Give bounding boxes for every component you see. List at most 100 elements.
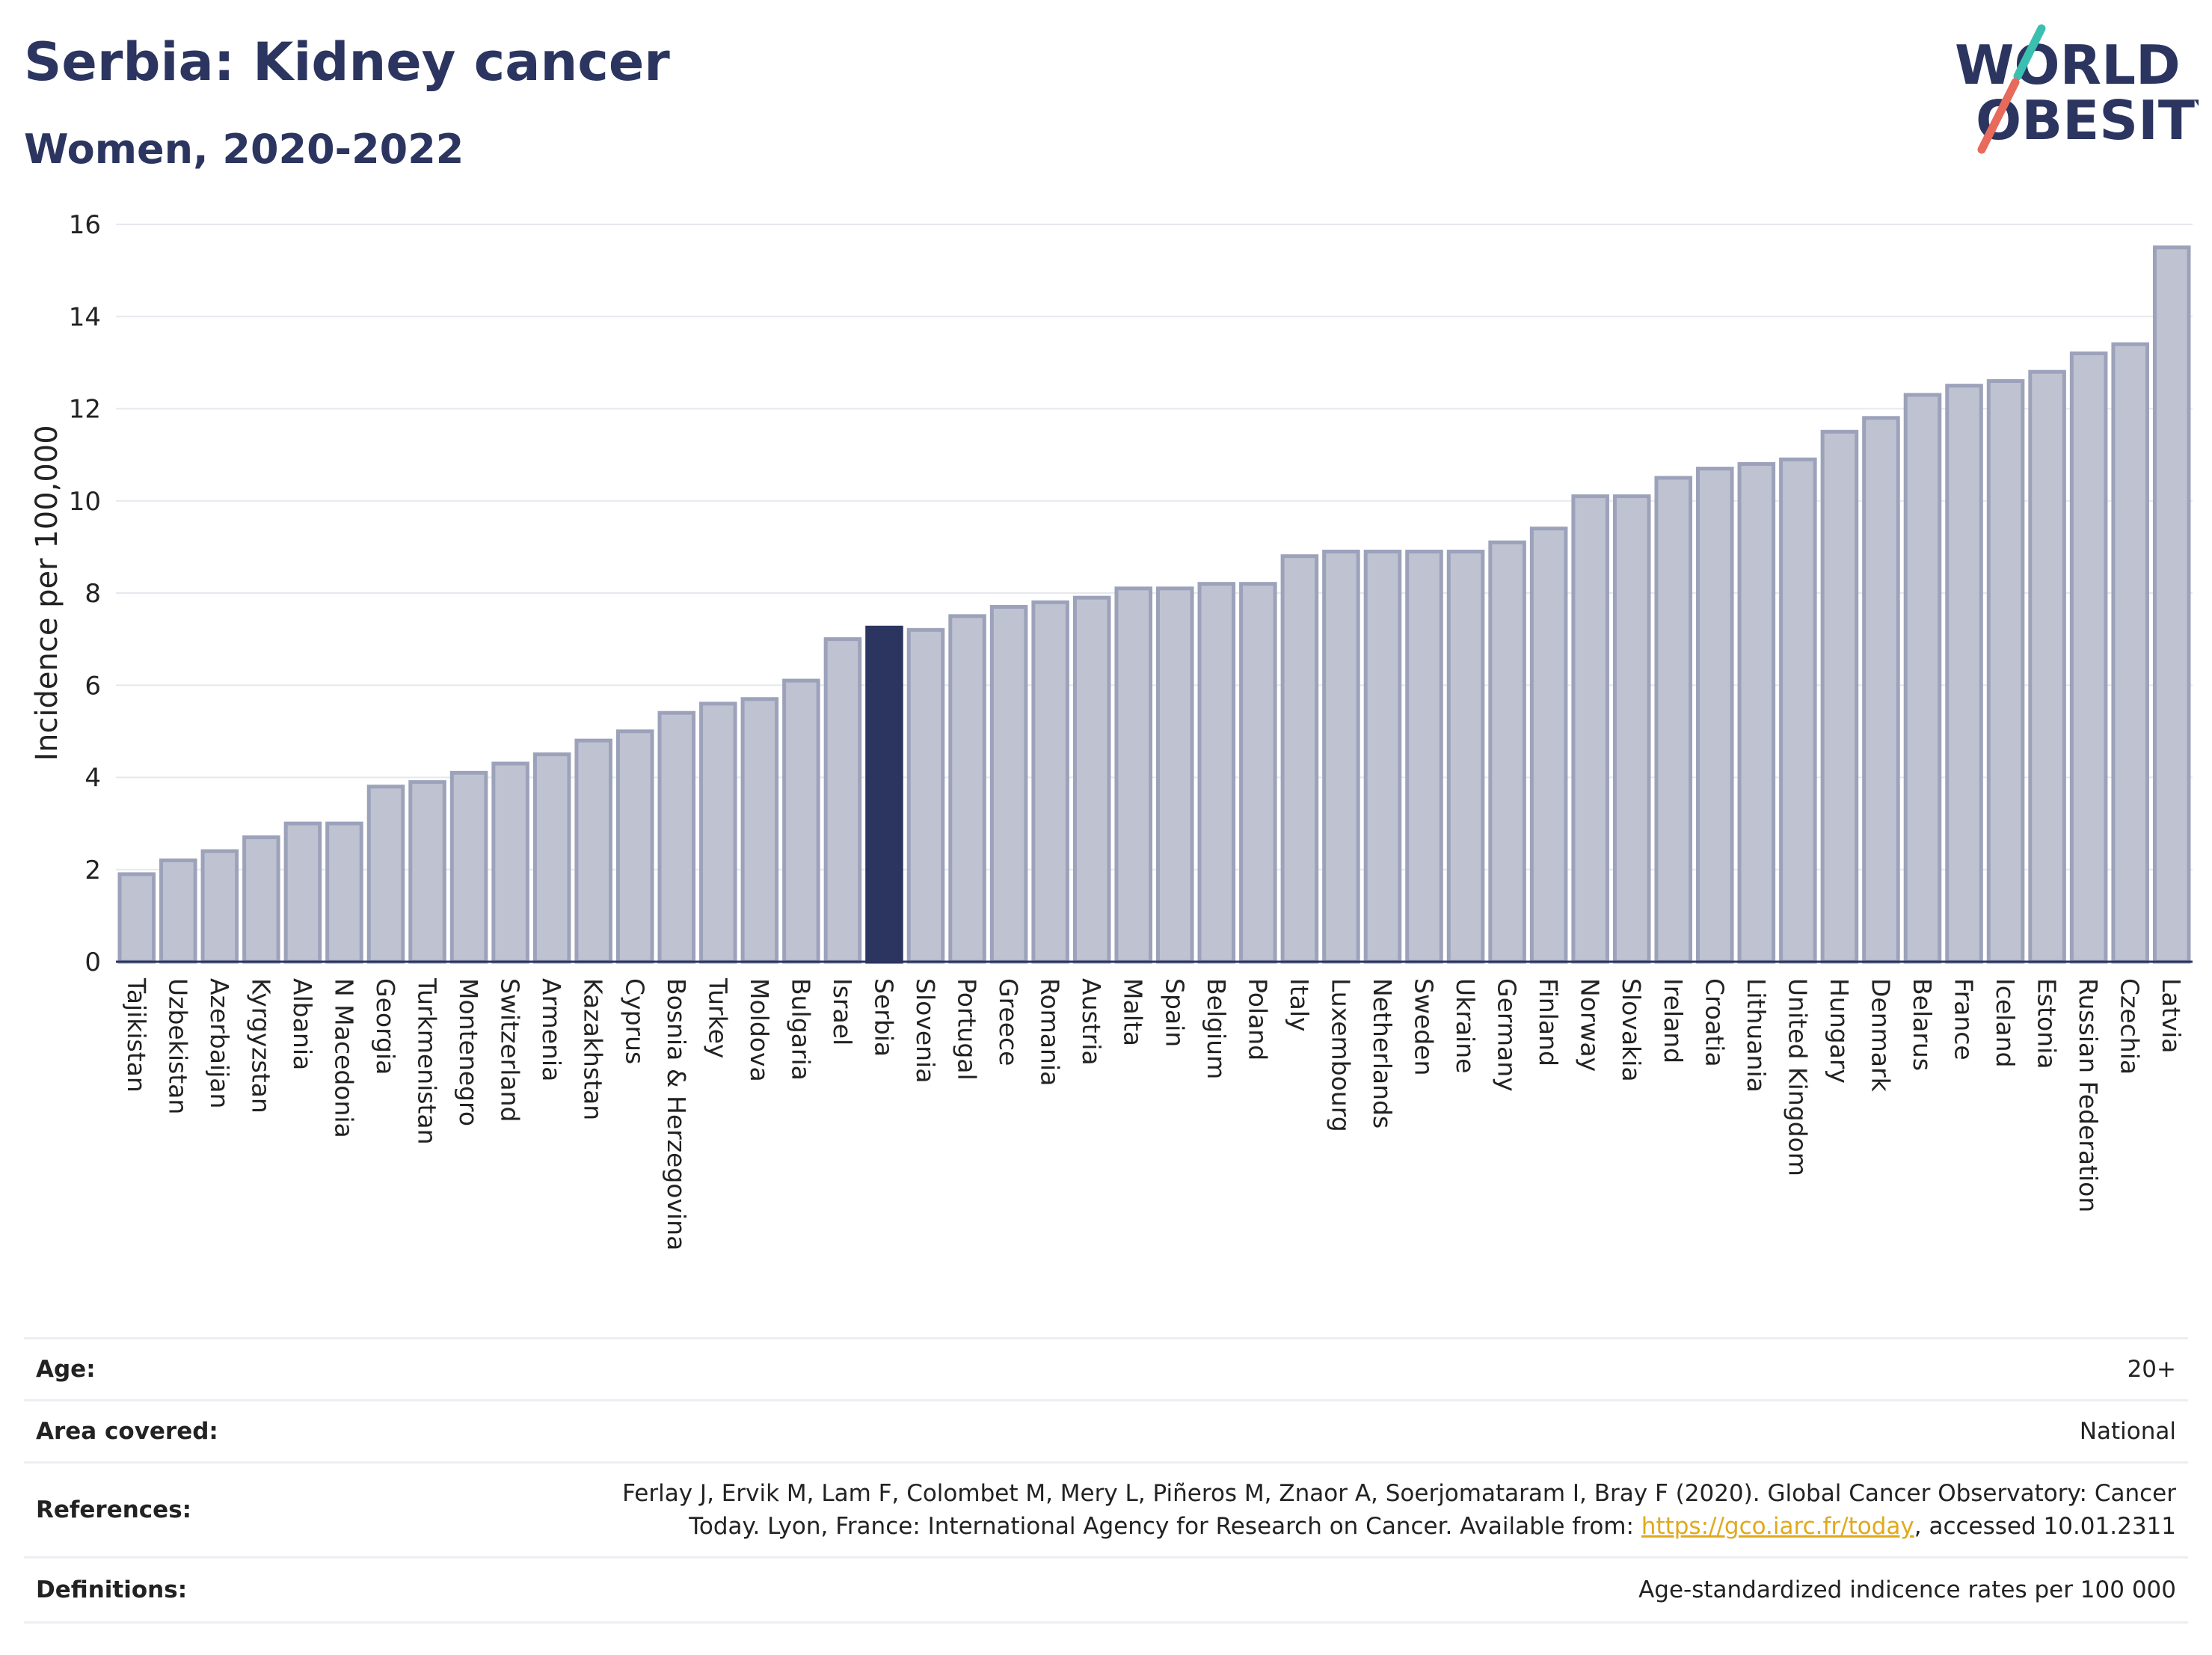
bar [1031, 600, 1069, 964]
meta-row-definitions: Definitions: Age-standardized indicence … [24, 1556, 2188, 1624]
references-text-line2: Today. Lyon, France: International Agenc… [689, 1513, 1641, 1540]
bar [1197, 582, 1236, 964]
x-tick-label: Turkmenistan [413, 977, 442, 1145]
bar [366, 784, 405, 964]
y-tick-label: 12 [69, 395, 101, 425]
bar [159, 858, 197, 964]
references-link[interactable]: https://gco.iarc.fr/today [1641, 1513, 1914, 1540]
x-tick-label: Slovakia [1617, 978, 1646, 1082]
bar [1986, 379, 2025, 964]
x-tick-label: Denmark [1866, 978, 1895, 1093]
bar [699, 701, 737, 964]
bar [823, 637, 862, 964]
meta-definitions-value: Age-standardized indicence rates per 100… [497, 1556, 2188, 1624]
x-tick-label: Lithuania [1742, 978, 1771, 1093]
x-tick-label: Kyrgyzstan [246, 978, 275, 1114]
y-tick-label: 4 [85, 764, 101, 793]
x-tick-label: Ireland [1659, 978, 1688, 1063]
bar [2111, 342, 2149, 964]
x-tick-label: Iceland [1991, 978, 2020, 1067]
bar [1405, 550, 1443, 964]
page-title: Serbia: Kidney cancer [24, 31, 670, 93]
bar [657, 710, 696, 964]
bar [2028, 369, 2066, 964]
bar [1488, 540, 1526, 964]
x-tick-label: Armenia [537, 978, 566, 1081]
bar [1114, 586, 1153, 964]
bar [408, 780, 446, 964]
meta-references-label: References: [24, 1461, 497, 1558]
bar [1322, 550, 1360, 964]
bar-chart: 0 2 4 6 8 10 12 14 16 Tajikistan Uzbekistan Azerba… [30, 210, 2193, 1250]
y-tick-label: 0 [85, 948, 101, 977]
logo-slash-top [2013, 24, 2046, 81]
logo-text-obesity: OBESITY [1976, 89, 2199, 152]
x-tick-label: Germany [1493, 978, 1522, 1092]
meta-age-label: Age: [24, 1337, 497, 1401]
x-tick-label: Cyprus [620, 978, 649, 1064]
meta-area-value: National [497, 1399, 2188, 1463]
y-axis-label: Incidence per 100,000 [30, 425, 64, 761]
y-tick-label: 10 [69, 487, 101, 517]
bar [1363, 550, 1402, 964]
x-tick-label: Belgium [1202, 978, 1231, 1079]
y-tick-label: 6 [85, 671, 101, 701]
x-tick-label: Romania [1036, 978, 1065, 1086]
x-tick-label: United Kingdom [1783, 978, 1812, 1176]
bar [1239, 582, 1277, 964]
bar [740, 697, 779, 964]
bar [532, 752, 571, 964]
bar [2152, 245, 2191, 964]
bar [1737, 461, 1776, 964]
bar [1072, 595, 1111, 964]
x-tick-label: Belarus [1908, 978, 1937, 1071]
x-tick-label: Switzerland [496, 978, 525, 1123]
world-obesity-logo: WORLD OBESITY [1955, 24, 2199, 154]
y-tick-label: 16 [69, 210, 101, 240]
bar [242, 835, 280, 964]
bar [1779, 457, 1817, 964]
bar [782, 678, 820, 964]
meta-age-value: 20+ [497, 1337, 2188, 1401]
x-tick-label: Austria [1077, 978, 1106, 1066]
x-tick-label: Luxembourg [1326, 978, 1355, 1132]
bar [491, 761, 529, 964]
x-tick-label: Slovenia [911, 978, 940, 1083]
x-tick-label: Hungary [1825, 978, 1854, 1084]
x-tick-label: Croatia [1700, 978, 1729, 1067]
references-text-line1: Ferlay J, Ervik M, Lam F, Colombet M, Me… [622, 1480, 2176, 1507]
x-tick-label: Poland [1243, 978, 1272, 1060]
meta-references-value: Ferlay J, Ervik M, Lam F, Colombet M, Me… [497, 1461, 2188, 1558]
references-accessed: , accessed 10.01.2311 [1914, 1513, 2176, 1540]
x-tick-label: Czechia [2116, 978, 2145, 1075]
x-tick-label: N Macedonia [329, 978, 358, 1138]
x-tick-label: Kazakhstan [579, 978, 608, 1120]
x-tick-label: Montenegro [454, 978, 483, 1126]
x-tick-label: France [1950, 978, 1979, 1060]
x-tick-label: Georgia [371, 978, 400, 1075]
bar [1529, 526, 1568, 964]
bar [325, 821, 363, 964]
x-tick-label: Russian Federation [2074, 978, 2103, 1212]
x-tick-label: Ukraine [1451, 978, 1480, 1073]
x-tick-label: Sweden [1410, 978, 1439, 1075]
x-tick-label: Serbia [869, 978, 898, 1057]
meta-row-references: References: Ferlay J, Ervik M, Lam F, Co… [24, 1461, 2188, 1558]
bar [1571, 494, 1609, 964]
bar [2069, 351, 2108, 964]
x-tick-label: Latvia [2157, 978, 2186, 1053]
x-tick-label: Netherlands [1368, 978, 1397, 1129]
x-tick-label: Italy [1285, 978, 1314, 1032]
x-tick-label: Albania [288, 978, 317, 1070]
bar [1862, 416, 1900, 964]
x-tick-label: Bulgaria [786, 978, 815, 1081]
bar [1696, 467, 1734, 964]
bar-highlight [865, 625, 903, 964]
bar [1612, 494, 1651, 964]
x-tick-label: Greece [994, 978, 1023, 1066]
x-tick-label: Malta [1119, 978, 1148, 1046]
bar [449, 770, 488, 964]
bar [989, 604, 1028, 964]
x-tick-label: Israel [828, 978, 857, 1045]
x-tick-label: Azerbaijan [205, 978, 234, 1108]
